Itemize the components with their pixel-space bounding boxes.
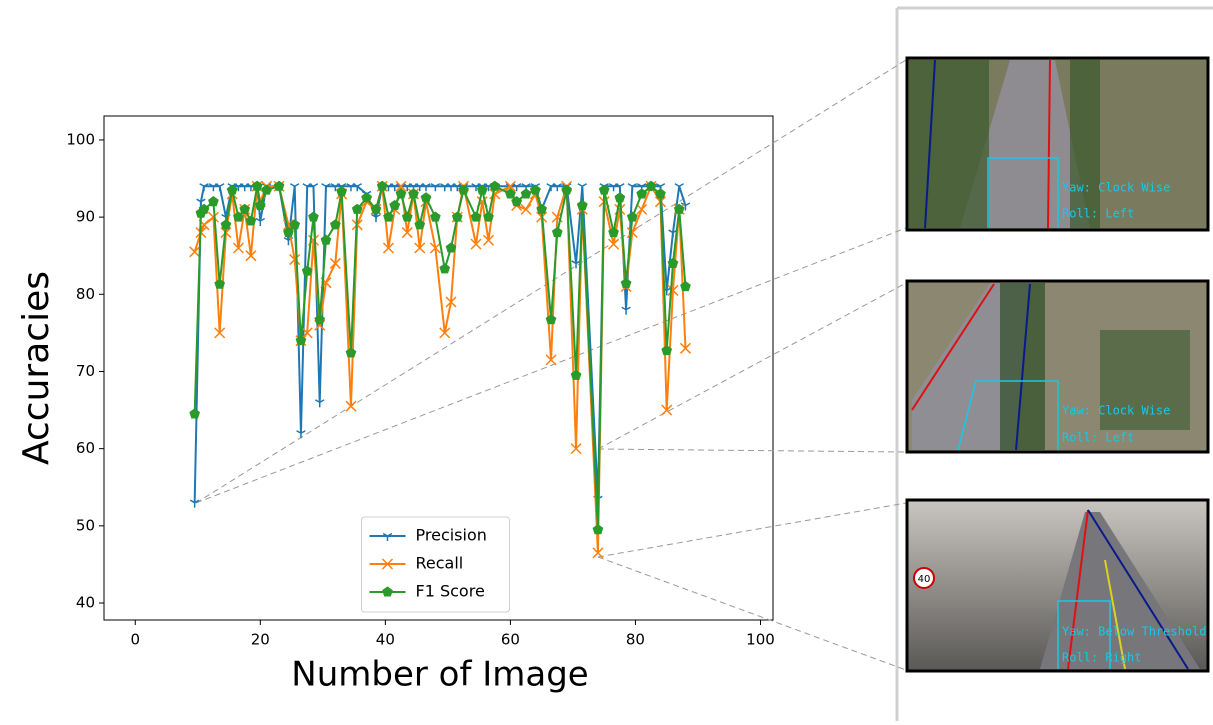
connector bbox=[598, 557, 906, 670]
panel-label: Yaw: Clock Wise bbox=[1062, 404, 1170, 418]
connector bbox=[598, 283, 906, 449]
y-tick-label: 80 bbox=[76, 285, 95, 303]
legend-label: Recall bbox=[416, 554, 464, 573]
legend-label: Precision bbox=[416, 526, 487, 545]
figure: Number of Image Accuracies Yaw: Clock Wi… bbox=[0, 0, 1213, 721]
data-point bbox=[309, 184, 318, 192]
data-point bbox=[322, 184, 331, 192]
data-point bbox=[675, 184, 684, 192]
trees bbox=[909, 60, 989, 228]
data-point bbox=[309, 212, 319, 221]
panel-image: 40 Yaw: Below Threshold Roll: Right bbox=[907, 500, 1208, 671]
x-tick-label: 20 bbox=[251, 631, 270, 649]
data-point bbox=[615, 193, 625, 202]
data-point bbox=[471, 212, 481, 221]
data-point bbox=[593, 525, 603, 534]
data-point bbox=[421, 193, 431, 202]
data-point bbox=[362, 193, 372, 202]
data-point bbox=[578, 184, 587, 192]
data-point bbox=[290, 184, 299, 192]
data-point bbox=[190, 247, 200, 257]
sign-label: 40 bbox=[918, 574, 931, 585]
panel-label: Yaw: Clock Wise bbox=[1062, 181, 1170, 195]
y-tick-label: 90 bbox=[76, 208, 95, 226]
trees bbox=[1070, 60, 1100, 228]
data-point bbox=[521, 204, 531, 214]
data-point bbox=[221, 220, 231, 229]
data-point bbox=[209, 197, 219, 206]
y-axis-label: Accuracies bbox=[16, 271, 57, 465]
data-point bbox=[215, 184, 224, 192]
data-point bbox=[490, 181, 500, 190]
data-point bbox=[628, 184, 637, 192]
data-point bbox=[302, 266, 312, 275]
data-point bbox=[200, 184, 209, 192]
y-tick-label: 40 bbox=[76, 594, 95, 612]
y-tick-label: 50 bbox=[76, 516, 95, 534]
data-point bbox=[190, 409, 200, 418]
data-point bbox=[431, 212, 441, 221]
data-point bbox=[578, 201, 588, 210]
x-tick-label: 40 bbox=[376, 631, 395, 649]
data-point bbox=[440, 264, 450, 273]
panel-label: Yaw: Below Threshold bbox=[1062, 625, 1207, 639]
x-tick-label: 80 bbox=[626, 631, 645, 649]
x-tick-label: 0 bbox=[130, 631, 140, 649]
data-point bbox=[337, 187, 347, 196]
data-point bbox=[422, 184, 431, 192]
x-tick-label: 60 bbox=[501, 631, 520, 649]
data-point bbox=[431, 184, 440, 192]
data-point bbox=[553, 228, 563, 237]
panel-label: Roll: Left bbox=[1062, 207, 1134, 221]
x-axis-label: Number of Image bbox=[291, 655, 588, 695]
connector bbox=[196, 60, 906, 503]
y-tick-label: 70 bbox=[76, 362, 95, 380]
panel-label: Roll: Right bbox=[1062, 651, 1141, 665]
legend-label: F1 Score bbox=[416, 582, 485, 601]
y-tick-label: 100 bbox=[66, 130, 95, 148]
data-point bbox=[553, 184, 562, 192]
series bbox=[190, 181, 690, 534]
y-tick-label: 60 bbox=[76, 439, 95, 457]
panel-label: Roll: Left bbox=[1062, 431, 1134, 445]
data-point bbox=[521, 189, 531, 198]
data-point bbox=[637, 204, 647, 214]
connector bbox=[598, 449, 906, 452]
data-point bbox=[615, 184, 624, 192]
panel-image: Yaw: Clock Wise Roll: Left bbox=[907, 281, 1208, 452]
data-point bbox=[390, 201, 400, 210]
panel-image: Yaw: Clock Wise Roll: Left bbox=[907, 58, 1208, 230]
data-point bbox=[628, 212, 638, 221]
data-point bbox=[621, 278, 631, 287]
connector bbox=[598, 503, 906, 557]
x-tick-label: 100 bbox=[746, 631, 775, 649]
